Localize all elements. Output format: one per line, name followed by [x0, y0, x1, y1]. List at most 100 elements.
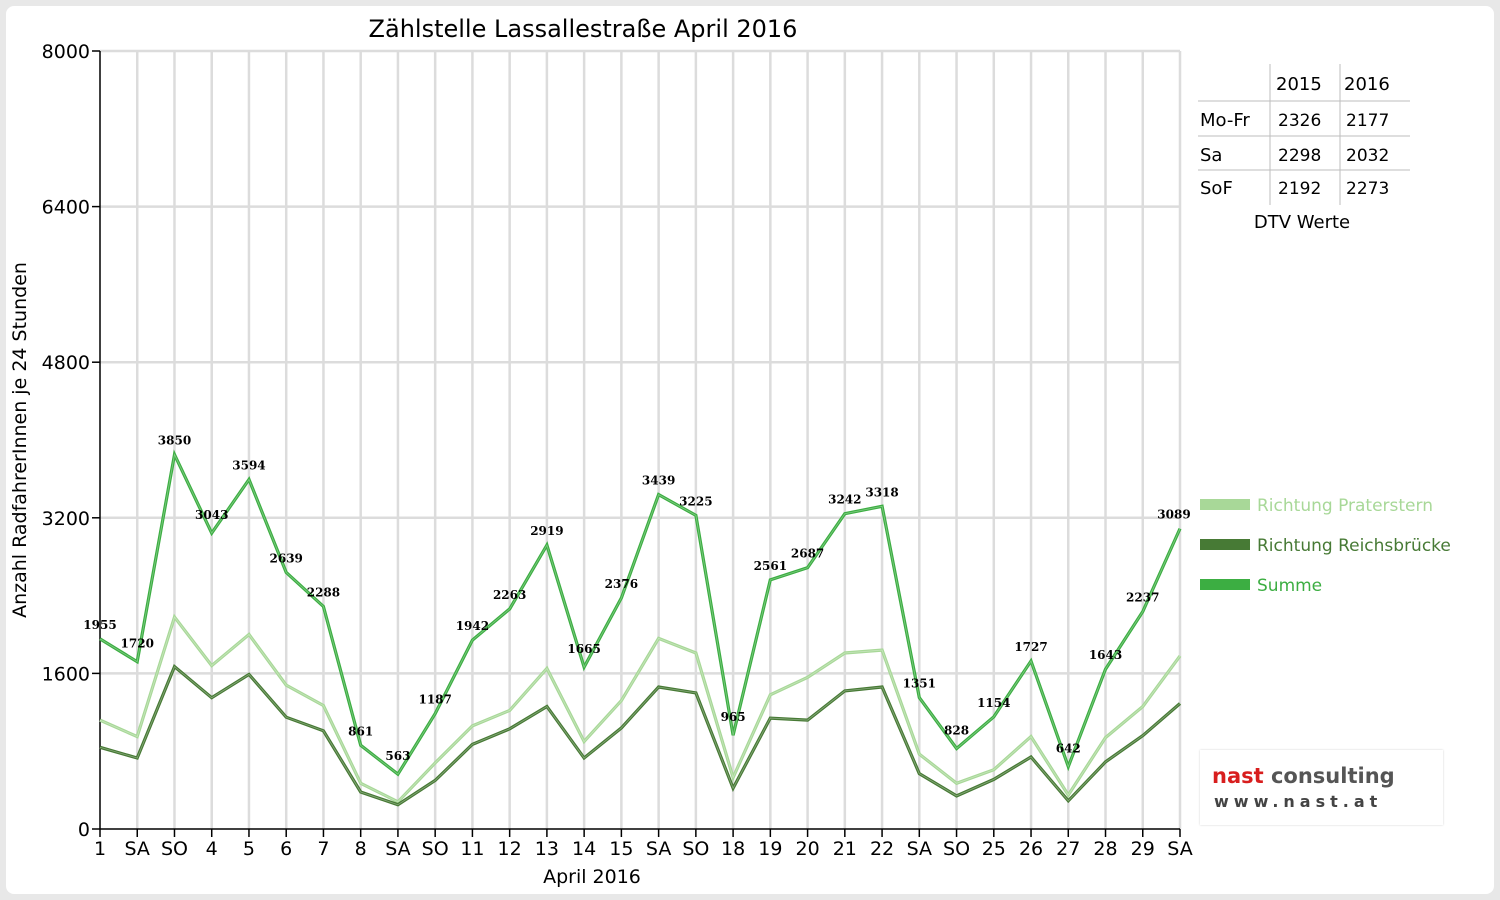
x-tick-label: 14 [572, 838, 596, 860]
x-tick-label: 26 [1019, 838, 1043, 860]
data-label: 1665 [567, 642, 600, 656]
data-label: 2376 [605, 577, 638, 591]
y-tick-label: 4800 [42, 352, 90, 374]
data-label: 3043 [195, 508, 228, 522]
data-label: 1351 [903, 677, 936, 691]
data-labels: 1955 1720 3850 3043 3594 2639 2288 861 563 1187 19… [83, 434, 1190, 764]
table-caption: DTV Werte [1254, 212, 1350, 233]
y-tick-label: 8000 [42, 41, 90, 63]
legend-label: Richtung Praterstern [1257, 496, 1433, 516]
nast-consulting-logo: nast consulting www.nast.at [1200, 750, 1443, 825]
legend-swatch [1200, 499, 1250, 510]
data-label: 861 [348, 724, 373, 738]
legend-swatch [1200, 539, 1250, 550]
x-tick-label: 29 [1131, 838, 1155, 860]
table-row-label: Mo-Fr [1200, 110, 1250, 131]
data-label: 1955 [83, 618, 116, 632]
data-label: 3439 [642, 474, 675, 488]
chart-title: Zählstelle Lassallestraße April 2016 [369, 15, 798, 43]
data-label: 828 [944, 723, 969, 737]
dtv-table: 2015 2016 Mo-Fr 2326 2177 Sa 2298 2032 SoF 2192 22… [1198, 64, 1410, 233]
logo-name: nast consulting [1212, 764, 1395, 788]
logo-name-part2: consulting [1263, 764, 1395, 788]
data-label: 965 [721, 710, 746, 724]
table-cell-2016: 2032 [1346, 146, 1389, 166]
x-tick-label: 7 [317, 838, 329, 860]
table-row-label: Sa [1200, 145, 1222, 166]
data-label: 2919 [530, 524, 563, 538]
x-tick-label: SA [125, 838, 150, 860]
table-row-label: SoF [1200, 178, 1233, 199]
x-tick-label: SA [907, 838, 932, 860]
legend-swatch [1200, 579, 1250, 590]
series-group [99, 449, 1182, 807]
data-label: 2288 [307, 585, 340, 599]
x-tick-label: 13 [535, 838, 559, 860]
x-tick-label: SA [1167, 838, 1192, 860]
data-label: 1942 [456, 619, 489, 633]
axes: 0 1600 3200 4800 6400 8000 1 SA SO 4 5 6 7 8 SA SO 11 12 1… [42, 41, 1193, 860]
data-label: 1187 [418, 693, 451, 707]
data-label: 3594 [232, 458, 265, 472]
x-tick-label: SO [161, 838, 188, 860]
x-tick-label: SO [943, 838, 970, 860]
table-header-2016: 2016 [1344, 74, 1390, 95]
x-axis-title: April 2016 [543, 866, 641, 888]
series-line [99, 613, 1182, 804]
legend-label: Richtung Reichsbrücke [1257, 536, 1451, 556]
x-tick-label: 18 [721, 838, 745, 860]
data-label: 2687 [791, 547, 824, 561]
y-tick-label: 6400 [42, 197, 90, 219]
x-tick-label: 28 [1093, 838, 1117, 860]
y-axis-title: Anzahl RadfahrerInnen je 24 Stunden [9, 262, 31, 618]
data-label: 2237 [1126, 590, 1159, 604]
logo-name-part1: nast [1212, 764, 1264, 788]
x-tick-label: 15 [609, 838, 633, 860]
data-label: 1727 [1014, 640, 1047, 654]
x-tick-label: 21 [833, 838, 857, 860]
x-tick-label: 20 [795, 838, 819, 860]
table-header-2015: 2015 [1276, 74, 1322, 95]
x-tick-label: 27 [1056, 838, 1080, 860]
series-line [99, 449, 1182, 777]
x-tick-label: 12 [498, 838, 522, 860]
grid [100, 49, 1182, 829]
data-label: 1643 [1089, 648, 1122, 662]
table-cell-2016: 2273 [1346, 179, 1389, 199]
x-tick-label: SO [422, 838, 449, 860]
logo-url: www.nast.at [1214, 792, 1383, 811]
data-label: 2263 [493, 588, 526, 602]
x-tick-label: 22 [870, 838, 894, 860]
y-tick-label: 3200 [42, 508, 90, 530]
data-label: 3089 [1157, 508, 1190, 522]
data-label: 563 [385, 749, 410, 763]
table-cell-2015: 2192 [1278, 179, 1321, 199]
y-tick-label: 1600 [42, 663, 90, 685]
series-line [99, 663, 1182, 807]
y-tick-label: 0 [78, 819, 90, 841]
table-cell-2016: 2177 [1346, 111, 1389, 131]
x-tick-label: 4 [206, 838, 218, 860]
data-label: 642 [1056, 742, 1081, 756]
data-label: 3225 [679, 494, 712, 508]
data-label: 2639 [270, 551, 303, 565]
x-tick-label: 5 [243, 838, 255, 860]
data-label: 3318 [865, 485, 898, 499]
data-label: 3242 [828, 493, 861, 507]
x-tick-label: 25 [982, 838, 1006, 860]
x-tick-label: SA [646, 838, 671, 860]
table-cell-2015: 2326 [1278, 111, 1321, 131]
x-tick-label: 6 [280, 838, 292, 860]
data-label: 2561 [754, 559, 787, 573]
legend: Richtung Praterstern Richtung Reichsbrück… [1200, 496, 1451, 596]
series-line-highlight [99, 453, 1181, 775]
x-tick-label: 8 [355, 838, 367, 860]
data-label: 1154 [977, 696, 1010, 710]
table-cell-2015: 2298 [1278, 146, 1321, 166]
x-tick-label: 19 [758, 838, 782, 860]
series-line-highlight [99, 616, 1181, 803]
data-label: 1720 [121, 637, 154, 651]
x-tick-label: 11 [460, 838, 484, 860]
legend-label: Summe [1257, 576, 1322, 596]
